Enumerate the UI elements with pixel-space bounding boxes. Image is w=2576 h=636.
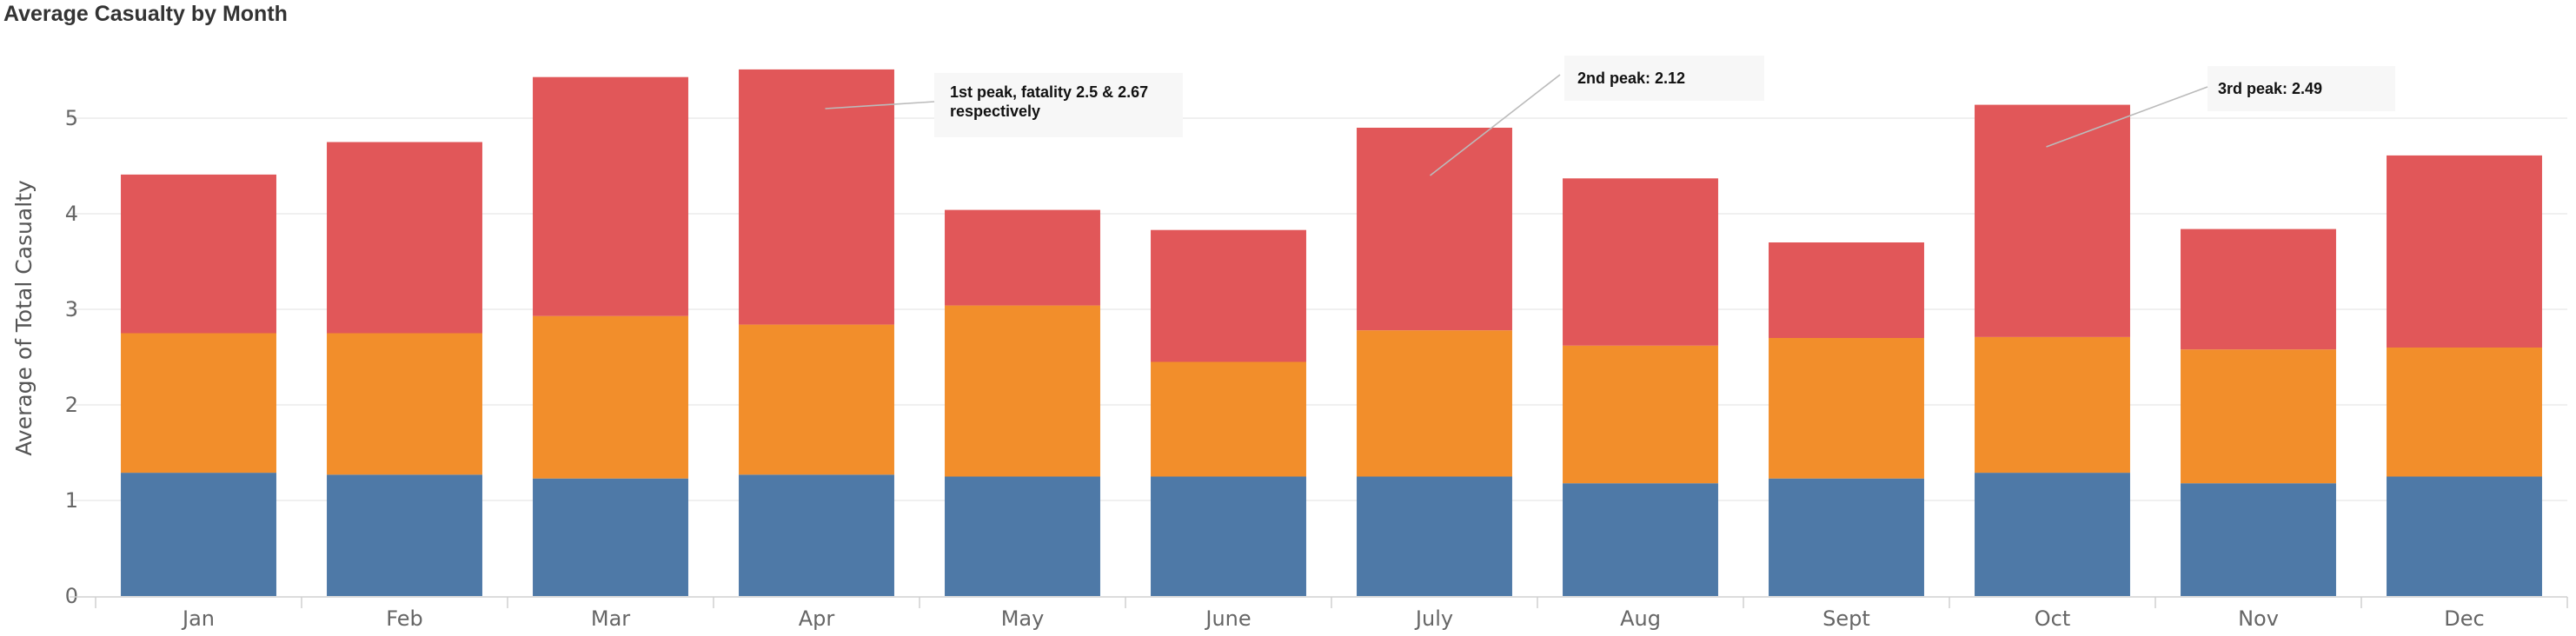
- bar-segment: [327, 333, 482, 475]
- annotation-leader: [2046, 86, 2208, 148]
- bar-segment: [1769, 242, 1924, 338]
- y-tick-label: 2: [65, 393, 78, 417]
- bar-segment: [1975, 104, 2130, 337]
- bar-segment: [945, 209, 1100, 306]
- x-tick-label: Nov: [2238, 606, 2279, 631]
- bar-segment: [121, 473, 276, 596]
- bar-segment: [1357, 476, 1512, 596]
- bar-segment: [121, 174, 276, 334]
- bar-segment: [1151, 361, 1306, 477]
- bar-segment: [1357, 330, 1512, 477]
- bar-segment: [1151, 229, 1306, 362]
- x-tick-label: Oct: [2035, 606, 2071, 631]
- bar-segment: [1769, 478, 1924, 596]
- y-tick-label: 3: [65, 297, 78, 321]
- bar-segment: [2181, 483, 2336, 596]
- x-tick-label: July: [1414, 606, 1453, 631]
- bar-segment: [1563, 178, 1718, 346]
- axes: 0 1 2 3 4 5 Jan Feb Mar Apr May June July Aug Sept Oct N…: [65, 106, 2568, 631]
- annotation-box: [1564, 56, 1764, 101]
- y-tick-label: 5: [65, 106, 78, 130]
- x-tick-label: June: [1204, 606, 1251, 631]
- annotation-box: [2208, 66, 2395, 111]
- bar-segment: [2181, 349, 2336, 484]
- annotation-box: [934, 73, 1183, 137]
- bar-segment: [327, 474, 482, 596]
- bar-segment: [1769, 338, 1924, 479]
- bar-segment: [739, 474, 894, 596]
- gridlines: [70, 117, 2567, 501]
- bar-segment: [2387, 348, 2542, 477]
- bar-segment: [1975, 473, 2130, 596]
- y-axis-title: Average of Total Casualty: [11, 180, 37, 456]
- x-tick-label: Dec: [2444, 606, 2484, 631]
- y-tick-label: 1: [65, 488, 78, 513]
- annotation-text: 2nd peak: 2.12: [1577, 70, 1685, 87]
- bar-segment: [1975, 336, 2130, 474]
- x-tick-label: Aug: [1620, 606, 1661, 631]
- annotation-text: respectively: [950, 103, 1040, 120]
- bar-segment: [739, 324, 894, 475]
- y-tick-label: 4: [65, 202, 78, 226]
- annotation-text: 1st peak, fatality 2.5 & 2.67: [950, 83, 1148, 101]
- annotation-leader: [825, 101, 935, 109]
- bars: [121, 69, 2542, 596]
- x-tick-label: Mar: [591, 606, 630, 631]
- x-tick-label: Jan: [181, 606, 215, 631]
- bar-segment: [533, 478, 688, 596]
- bar-segment: [1563, 345, 1718, 484]
- bar-segment: [2387, 155, 2542, 348]
- annotation-text: 3rd peak: 2.49: [2218, 80, 2322, 97]
- bar-segment: [945, 476, 1100, 596]
- annotations: 1st peak, fatality 2.5 & 2.67 respectivel…: [825, 56, 2395, 176]
- chart-title: Average Casualty by Month: [3, 2, 288, 26]
- bar-segment: [327, 142, 482, 334]
- bar-segment: [1151, 476, 1306, 596]
- annotation-leader: [1430, 74, 1561, 176]
- bar-segment: [121, 333, 276, 474]
- x-tick-label: Apr: [799, 606, 835, 631]
- y-tick-label: 0: [65, 584, 78, 608]
- bar-segment: [533, 76, 688, 316]
- x-tick-label: May: [1001, 606, 1045, 631]
- bar-segment: [533, 315, 688, 479]
- bar-segment: [2181, 229, 2336, 350]
- bar-segment: [945, 305, 1100, 477]
- bar-segment: [739, 69, 894, 325]
- bar-segment: [2387, 476, 2542, 596]
- x-tick-label: Feb: [386, 606, 423, 631]
- bar-segment: [1357, 128, 1512, 331]
- x-tick-label: Sept: [1822, 606, 1870, 631]
- bar-segment: [1563, 483, 1718, 596]
